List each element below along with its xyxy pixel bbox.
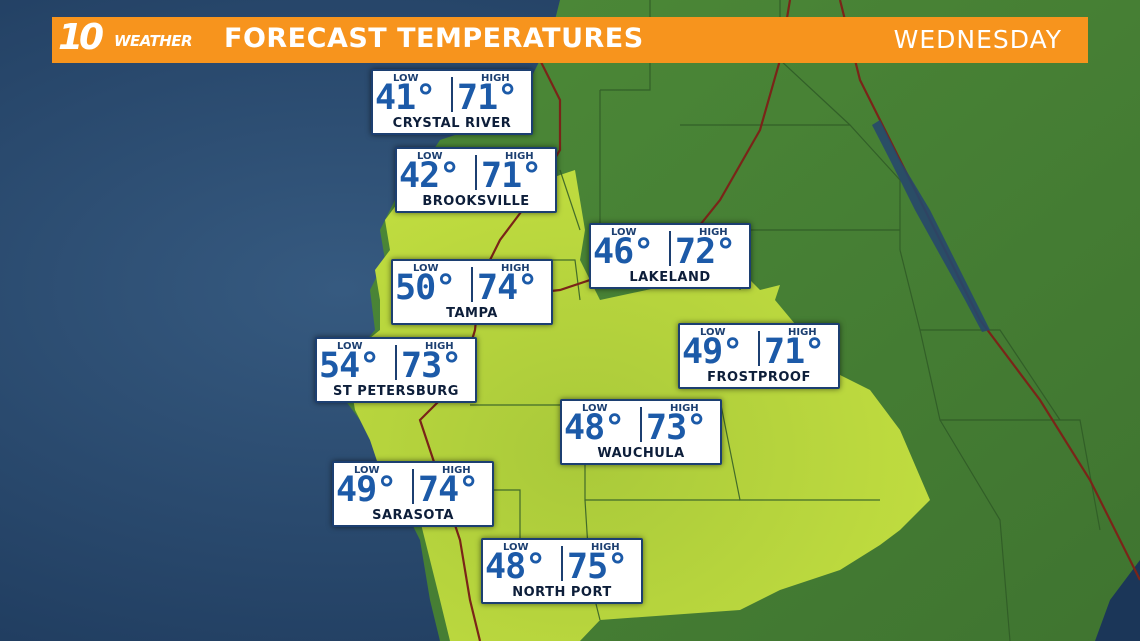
low-temp: 42° xyxy=(399,156,460,196)
header-bar: 10 WEATHER FORECAST TEMPERATURES WEDNESD… xyxy=(52,17,1088,63)
forecast-day: WEDNESDAY xyxy=(893,25,1062,54)
low-label: LOW xyxy=(413,263,439,274)
city-card-frostproof: LOW HIGH 49° 71° FROSTPROOF xyxy=(678,323,840,389)
divider xyxy=(669,231,671,266)
city-card-crystal-river: LOW HIGH 41° 71° CRYSTAL RIVER xyxy=(371,69,533,135)
city-name: CRYSTAL RIVER xyxy=(392,116,512,131)
high-label: HIGH xyxy=(699,227,728,238)
high-label: HIGH xyxy=(788,327,817,338)
low-label: LOW xyxy=(393,73,419,84)
high-temp: 71° xyxy=(764,332,825,372)
city-card-tampa: LOW HIGH 50° 74° TAMPA xyxy=(391,259,553,325)
city-card-north-port: LOW HIGH 48° 75° NORTH PORT xyxy=(481,538,643,604)
city-name: BROOKSVILLE xyxy=(422,194,530,209)
city-name: TAMPA xyxy=(446,306,498,321)
low-label: LOW xyxy=(611,227,637,238)
high-label: HIGH xyxy=(591,542,620,553)
low-label: LOW xyxy=(337,341,363,352)
high-label: HIGH xyxy=(505,151,534,162)
city-card-lakeland: LOW HIGH 46° 72° LAKELAND xyxy=(589,223,751,289)
low-label: LOW xyxy=(582,403,608,414)
low-temp: 49° xyxy=(682,332,743,372)
logo-text: WEATHER xyxy=(114,32,193,50)
divider xyxy=(640,407,642,442)
logo-number: 10 xyxy=(58,17,104,58)
divider xyxy=(395,345,397,380)
high-label: HIGH xyxy=(481,73,510,84)
low-temp: 50° xyxy=(395,268,456,308)
low-label: LOW xyxy=(700,327,726,338)
high-temp: 71° xyxy=(457,78,518,118)
city-card-brooksville: LOW HIGH 42° 71° BROOKSVILLE xyxy=(395,147,557,213)
high-label: HIGH xyxy=(670,403,699,414)
low-label: LOW xyxy=(503,542,529,553)
page-title: FORECAST TEMPERATURES xyxy=(224,23,644,54)
city-name: LAKELAND xyxy=(629,270,711,285)
city-card-st-petersburg: LOW HIGH 54° 73° ST PETERSBURG xyxy=(315,337,477,403)
low-temp: 41° xyxy=(375,78,436,118)
city-card-sarasota: LOW HIGH 49° 74° SARASOTA xyxy=(332,461,494,527)
divider xyxy=(561,546,563,581)
high-temp: 71° xyxy=(481,156,542,196)
low-temp: 49° xyxy=(336,470,397,510)
high-temp: 73° xyxy=(646,408,707,448)
high-temp: 75° xyxy=(567,547,628,587)
divider xyxy=(475,155,477,190)
city-name: FROSTPROOF xyxy=(707,370,811,385)
station-logo: 10 WEATHER xyxy=(58,17,208,60)
low-label: LOW xyxy=(354,465,380,476)
high-label: HIGH xyxy=(425,341,454,352)
divider xyxy=(758,331,760,366)
city-name: NORTH PORT xyxy=(512,585,612,600)
low-temp: 54° xyxy=(319,346,380,386)
low-temp: 46° xyxy=(593,232,654,272)
divider xyxy=(471,267,473,302)
high-label: HIGH xyxy=(442,465,471,476)
high-temp: 72° xyxy=(675,232,736,272)
lagoon xyxy=(872,120,990,332)
divider xyxy=(451,77,453,112)
low-temp: 48° xyxy=(564,408,625,448)
city-card-wauchula: LOW HIGH 48° 73° WAUCHULA xyxy=(560,399,722,465)
low-label: LOW xyxy=(417,151,443,162)
city-name: SARASOTA xyxy=(372,508,454,523)
high-temp: 73° xyxy=(401,346,462,386)
divider xyxy=(412,469,414,504)
high-temp: 74° xyxy=(477,268,538,308)
city-name: ST PETERSBURG xyxy=(333,384,459,399)
city-name: WAUCHULA xyxy=(597,446,685,461)
low-temp: 48° xyxy=(485,547,546,587)
high-label: HIGH xyxy=(501,263,530,274)
high-temp: 74° xyxy=(418,470,479,510)
